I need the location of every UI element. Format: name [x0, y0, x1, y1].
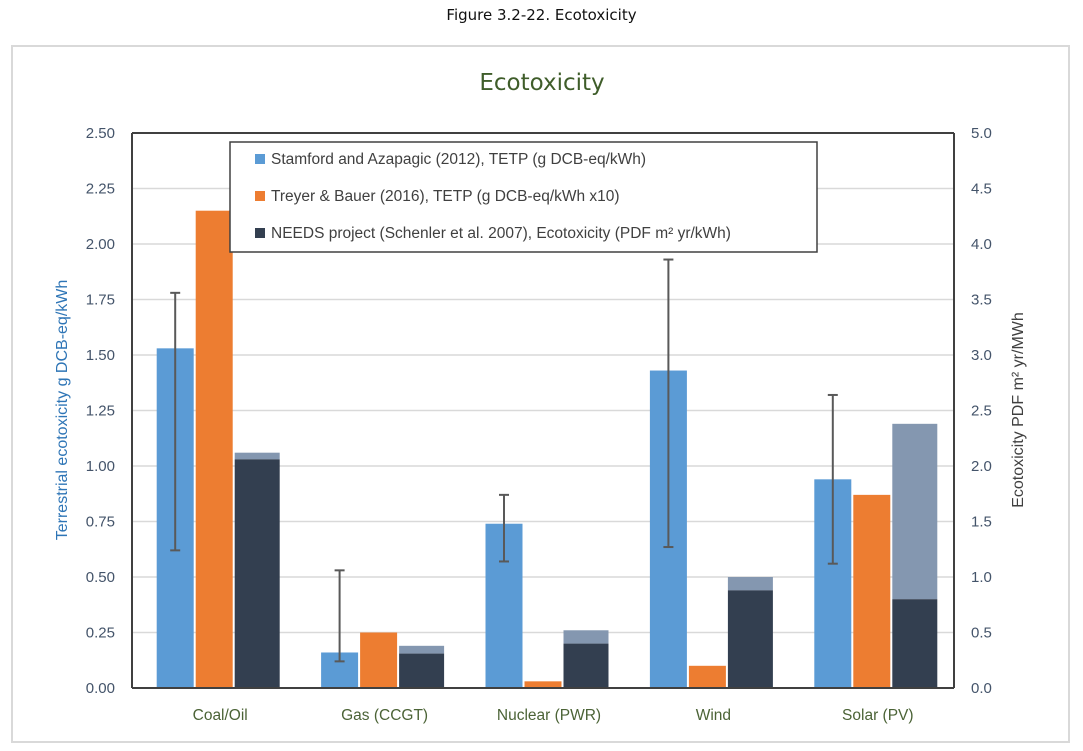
- y-tick-label: 0.50: [86, 569, 115, 586]
- bars: [156, 210, 938, 688]
- chart-title: Ecotoxicity: [479, 70, 604, 96]
- y2-tick-label: 0.0: [971, 680, 992, 697]
- left-y-ticks: 0.00 0.25 0.50 0.75 1.00 1.25 1.50 1.75 2.00 2.25…: [86, 125, 115, 697]
- y2-tick-label: 5.0: [971, 125, 992, 142]
- x-category-label: Wind: [696, 707, 731, 724]
- y-tick-label: 1.25: [86, 403, 115, 420]
- x-category-label: Nuclear (PWR): [497, 707, 601, 724]
- y-tick-label: 0.25: [86, 625, 115, 642]
- y-tick-label: 2.50: [86, 125, 115, 142]
- y-tick-label: 1.50: [86, 347, 115, 364]
- legend: Stamford and Azapagic (2012), TETP (g DC…: [229, 141, 818, 253]
- bar-treyer: [360, 632, 398, 688]
- y2-tick-label: 2.0: [971, 458, 992, 475]
- legend-swatch-blue: [255, 154, 265, 164]
- y-tick-label: 1.75: [86, 292, 115, 309]
- legend-swatch-dark: [255, 228, 265, 238]
- x-category-label: Solar (PV): [842, 707, 914, 724]
- x-category-label: Coal/Oil: [193, 707, 248, 724]
- bar-needs-range: [727, 577, 773, 591]
- y2-tick-label: 2.5: [971, 403, 992, 420]
- y-tick-label: 2.00: [86, 236, 115, 253]
- bar-needs-range: [234, 452, 280, 460]
- legend-item-stamford: Stamford and Azapagic (2012), TETP (g DC…: [255, 151, 646, 168]
- bar-treyer: [853, 494, 891, 688]
- right-y-ticks: 0.0 0.5 1.0 1.5 2.0 2.5 3.0 3.5 4.0 4.5 5.0: [971, 125, 992, 697]
- legend-swatch-orange: [255, 191, 265, 201]
- legend-label: Treyer & Bauer (2016), TETP (g DCB-eq/kW…: [271, 188, 620, 205]
- y-tick-label: 2.25: [86, 181, 115, 198]
- bar-treyer: [524, 681, 562, 688]
- legend-label: Stamford and Azapagic (2012), TETP (g DC…: [271, 151, 646, 168]
- error-bars: [170, 258, 838, 663]
- bar-needs-range: [399, 645, 445, 654]
- legend-item-treyer: Treyer & Bauer (2016), TETP (g DCB-eq/kW…: [255, 188, 620, 205]
- x-category-labels: Coal/Oil Gas (CCGT) Nuclear (PWR) Wind Solar…: [193, 707, 914, 724]
- y2-tick-label: 1.5: [971, 514, 992, 531]
- y2-tick-label: 1.0: [971, 569, 992, 586]
- y-tick-label: 0.00: [86, 680, 115, 697]
- bar-needs: [892, 599, 938, 688]
- x-category-label: Gas (CCGT): [341, 707, 428, 724]
- left-y-axis-title: Terrestrial ecotoxicity g DCB-eq/kWh: [54, 280, 71, 541]
- axes: [131, 132, 955, 689]
- y-tick-label: 1.00: [86, 458, 115, 475]
- y2-tick-label: 0.5: [971, 625, 992, 642]
- bar-needs: [563, 643, 609, 688]
- y2-tick-label: 3.5: [971, 292, 992, 309]
- bar-treyer: [688, 665, 726, 688]
- legend-label: NEEDS project (Schenler et al. 2007), Ec…: [271, 225, 731, 242]
- bar-needs: [727, 590, 773, 688]
- legend-box: [229, 141, 818, 253]
- y2-tick-label: 4.0: [971, 236, 992, 253]
- bar-needs: [399, 653, 445, 688]
- bar-treyer: [195, 210, 233, 688]
- right-y-axis-title: Ecotoxicity PDF m² yr/MWh: [1010, 312, 1027, 508]
- figure-caption: Figure 3.2-22. Ecotoxicity: [446, 6, 637, 24]
- y2-tick-label: 4.5: [971, 181, 992, 198]
- y2-tick-label: 3.0: [971, 347, 992, 364]
- bar-needs-range: [892, 423, 938, 600]
- legend-item-needs: NEEDS project (Schenler et al. 2007), Ec…: [255, 225, 731, 242]
- bar-needs: [234, 459, 280, 688]
- y-tick-label: 0.75: [86, 514, 115, 531]
- bar-needs-range: [563, 630, 609, 644]
